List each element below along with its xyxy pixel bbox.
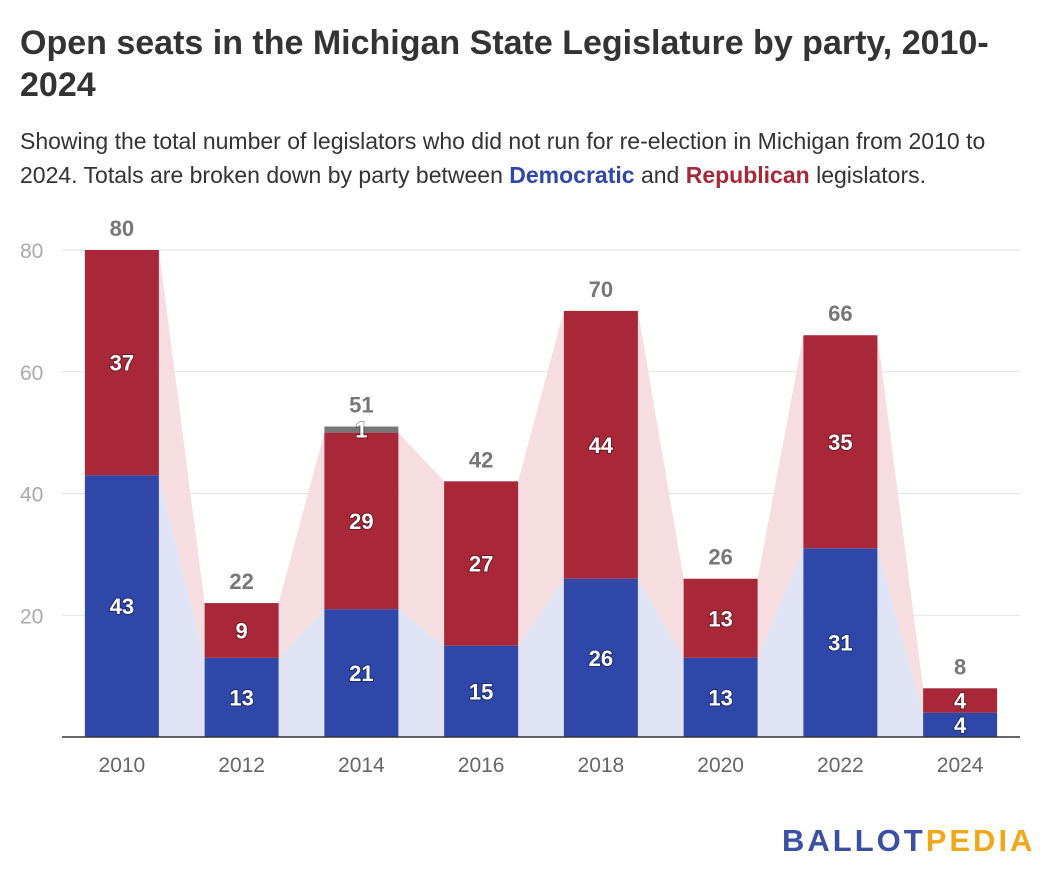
stacked-bar-chart: 20 40 60 80 43 37 80 2010 13 9 22 2012 21 29 151 2014 15… [20, 216, 1020, 777]
republican-connector-area [398, 432, 445, 646]
democratic-value-label: 31 [828, 631, 852, 656]
logo-ballot: BALLOT [782, 823, 926, 858]
subtitle-republican: Republican [685, 162, 810, 188]
total-label: 66 [828, 301, 852, 326]
total-label: 8 [954, 654, 966, 679]
democratic-bar [444, 645, 519, 737]
x-tick-label: 2010 [99, 754, 146, 777]
democratic-value-label: 15 [469, 679, 493, 704]
republican-bar [204, 603, 279, 658]
republican-bar [84, 250, 159, 476]
democratic-value-label: 4 [954, 713, 967, 738]
total-label: 80 [110, 216, 134, 241]
republican-value-label: 13 [708, 606, 732, 631]
logo-pedia: PEDIA [925, 823, 1036, 858]
x-tick-label: 2018 [578, 754, 625, 777]
total-label: 22 [229, 569, 253, 594]
total-label: 26 [708, 545, 732, 570]
democratic-value-label: 13 [708, 685, 732, 710]
democratic-value-label: 21 [349, 661, 373, 686]
y-tick-label: 60 [20, 362, 43, 385]
republican-value-label: 35 [828, 430, 852, 455]
democratic-value-label: 26 [589, 646, 613, 671]
democratic-bar [563, 578, 638, 737]
republican-value-label: 29 [349, 509, 373, 534]
republican-connector-area [278, 432, 325, 658]
other-value-label: 1 [355, 418, 367, 443]
subtitle-text-1: Showing the total number of legislators … [20, 128, 986, 188]
republican-connector-area [518, 310, 564, 646]
democratic-bar [683, 657, 758, 737]
democratic-value-label: 13 [229, 685, 253, 710]
democratic-connector-area [757, 548, 804, 737]
x-tick-label: 2020 [697, 754, 744, 777]
democratic-bar [803, 548, 878, 737]
subtitle-text-3: legislators. [809, 162, 927, 188]
republican-bar [444, 481, 519, 646]
ballotpedia-logo: BALLOTPEDIA [782, 823, 1035, 859]
chart-title: Open seats in the Michigan State Legisla… [20, 24, 989, 104]
republican-value-label: 44 [589, 433, 614, 458]
republican-connector-area [877, 335, 924, 713]
x-tick-label: 2024 [937, 754, 984, 777]
democratic-connector-area [877, 548, 924, 737]
republican-connector-area [637, 310, 684, 658]
republican-connector-area [158, 250, 205, 658]
total-label: 51 [349, 393, 373, 418]
x-tick-label: 2012 [218, 754, 265, 777]
chart-subtitle: Showing the total number of legislators … [20, 124, 1020, 192]
total-label: 42 [469, 447, 493, 472]
republican-bar [923, 688, 998, 713]
democratic-connector-area [398, 609, 445, 737]
democratic-bar [84, 475, 159, 737]
democratic-connector-area [278, 609, 325, 737]
y-tick-label: 80 [20, 240, 43, 263]
other-bar [324, 426, 399, 433]
republican-connector-area [757, 335, 804, 658]
republican-bar [563, 310, 638, 579]
republican-bar [324, 432, 399, 610]
republican-value-label: 37 [110, 351, 134, 376]
subtitle-text-2: and [634, 162, 686, 188]
republican-value-label: 27 [469, 552, 493, 577]
democratic-connector-area [637, 578, 684, 737]
y-tick-label: 40 [20, 484, 43, 507]
democratic-bar [923, 712, 998, 737]
total-label: 70 [589, 277, 613, 302]
republican-bar [803, 335, 878, 549]
democratic-bar [324, 609, 399, 737]
republican-bar [683, 578, 758, 658]
democratic-connector-area [158, 475, 205, 737]
republican-value-label: 4 [954, 688, 967, 713]
republican-value-label: 9 [236, 618, 248, 643]
x-tick-label: 2016 [458, 754, 505, 777]
subtitle-democratic: Democratic [509, 162, 635, 188]
x-tick-label: 2014 [338, 754, 385, 777]
democratic-bar [204, 657, 279, 737]
x-tick-label: 2022 [817, 754, 864, 777]
democratic-value-label: 43 [110, 594, 134, 619]
y-tick-label: 20 [20, 605, 43, 628]
democratic-connector-area [518, 578, 564, 737]
